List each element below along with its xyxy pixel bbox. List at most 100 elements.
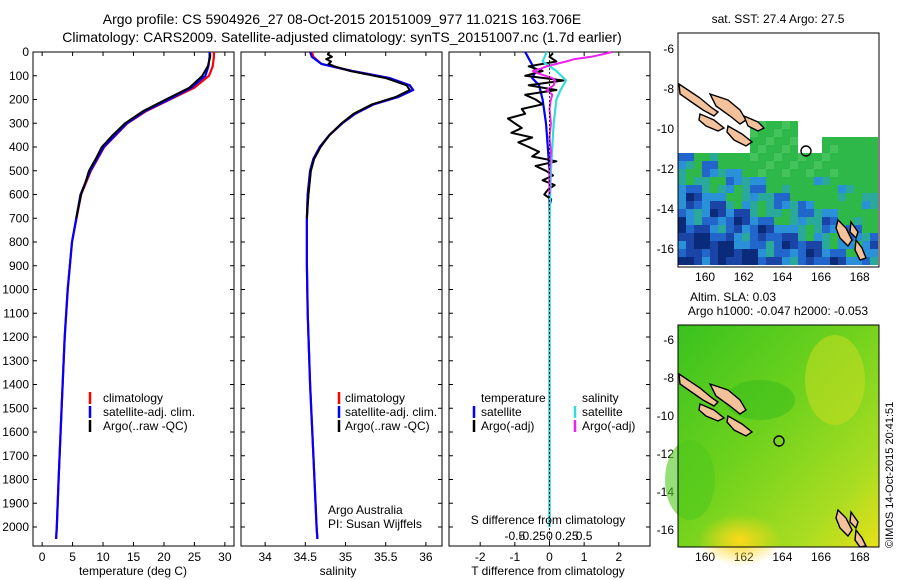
sst-cell	[814, 177, 822, 185]
y-tick-label: 1900	[2, 496, 29, 510]
sst-cell	[718, 193, 726, 201]
sst-cell	[830, 177, 838, 185]
sst-cell	[726, 185, 734, 193]
sst-cell	[758, 129, 766, 137]
sst-cell	[678, 201, 686, 209]
sst-cell	[766, 169, 774, 177]
sst-cell	[838, 145, 846, 153]
sst-cell	[742, 177, 750, 185]
sst-cell	[838, 249, 846, 257]
sst-cell	[862, 193, 870, 201]
sst-cell	[870, 249, 878, 257]
sst-cell	[782, 241, 790, 249]
sst-cell	[702, 257, 710, 265]
sst-cell	[726, 169, 734, 177]
sst-cell	[830, 241, 838, 249]
sst-cell	[862, 185, 870, 193]
sst-cell	[790, 225, 798, 233]
sst-cell	[766, 241, 774, 249]
difference-top-label: S difference from climatology	[471, 513, 626, 527]
sst-cell	[846, 257, 854, 265]
y-tick-label: 300	[9, 116, 29, 130]
sst-cell	[742, 209, 750, 217]
top-tick-label: 0.25	[555, 529, 579, 543]
island-shape	[708, 92, 747, 125]
sst-cell	[678, 193, 686, 201]
sst-cell	[822, 145, 830, 153]
pi-label: PI: Susan Wijffels	[328, 517, 422, 531]
sst-cell	[798, 177, 806, 185]
island-shape	[698, 113, 726, 132]
sst-cell	[830, 145, 838, 153]
island-shape	[849, 220, 859, 240]
sst-cell	[694, 209, 702, 217]
sst-cell	[678, 225, 686, 233]
salinity-curves	[305, 51, 415, 539]
sst-cell	[838, 185, 846, 193]
sst-cell	[694, 225, 702, 233]
sst-cell	[806, 241, 814, 249]
sst-cell	[774, 217, 782, 225]
sst-cell	[806, 185, 814, 193]
top-tick-label: -0.5	[505, 529, 526, 543]
sst-cell	[766, 161, 774, 169]
sst-cell	[678, 185, 686, 193]
sst-cell	[758, 153, 766, 161]
sst-cell	[734, 249, 742, 257]
sst-cell	[790, 257, 798, 265]
sst-cell	[718, 241, 726, 249]
sst-cell	[686, 153, 694, 161]
sst-cell	[678, 217, 686, 225]
map-y-tick-label: -6	[663, 333, 674, 347]
sst-cell	[734, 161, 742, 169]
sst-cell	[766, 233, 774, 241]
sst-cell	[846, 193, 854, 201]
sst-cell	[726, 241, 734, 249]
salinity-panel	[240, 51, 443, 547]
sst-cell	[798, 193, 806, 201]
sst-cell	[702, 217, 710, 225]
sst-cell	[862, 249, 870, 257]
sst-cell	[782, 177, 790, 185]
sst-cell	[734, 169, 742, 177]
sst-cell	[782, 249, 790, 257]
difference-xlabel: T difference from climatology	[471, 564, 625, 578]
sst-cell	[758, 137, 766, 145]
sst-cell	[838, 209, 846, 217]
sst-cell	[734, 193, 742, 201]
map-x-tick-label: 164	[772, 550, 792, 564]
map-y-tick-label: -6	[663, 42, 674, 56]
sst-cell	[758, 217, 766, 225]
sst-cell	[838, 169, 846, 177]
sst-cell	[814, 209, 822, 217]
sst-cell	[790, 145, 798, 153]
sst-cell	[790, 193, 798, 201]
sst-cell	[798, 161, 806, 169]
sst-cell	[782, 225, 790, 233]
sst-cell	[686, 257, 694, 265]
sst-cell	[678, 169, 686, 177]
sst-cell	[822, 153, 830, 161]
y-tick-label: 900	[9, 259, 29, 273]
sst-cell	[774, 177, 782, 185]
sst-cell	[862, 233, 870, 241]
x-tick-label: -1	[510, 550, 521, 564]
sst-cell	[782, 209, 790, 217]
sst-cell	[830, 137, 838, 145]
legend-label-temp-argo: Argo(-adj)	[481, 419, 534, 433]
map-x-tick-label: 168	[850, 270, 870, 284]
y-tick-label: 100	[9, 69, 29, 83]
sst-cell	[678, 161, 686, 169]
legend-label-sal-satellite: satellite	[582, 405, 623, 419]
sst-cell	[718, 233, 726, 241]
sst-cell	[678, 257, 686, 265]
sst-cell	[702, 177, 710, 185]
x-tick-label: 1	[581, 550, 588, 564]
sst-cell	[702, 249, 710, 257]
sla-anomaly-blob	[805, 335, 865, 425]
x-tick-label: 15	[127, 550, 141, 564]
sst-cell	[822, 225, 830, 233]
float-position-marker	[800, 145, 812, 157]
sst-cell	[862, 137, 870, 145]
